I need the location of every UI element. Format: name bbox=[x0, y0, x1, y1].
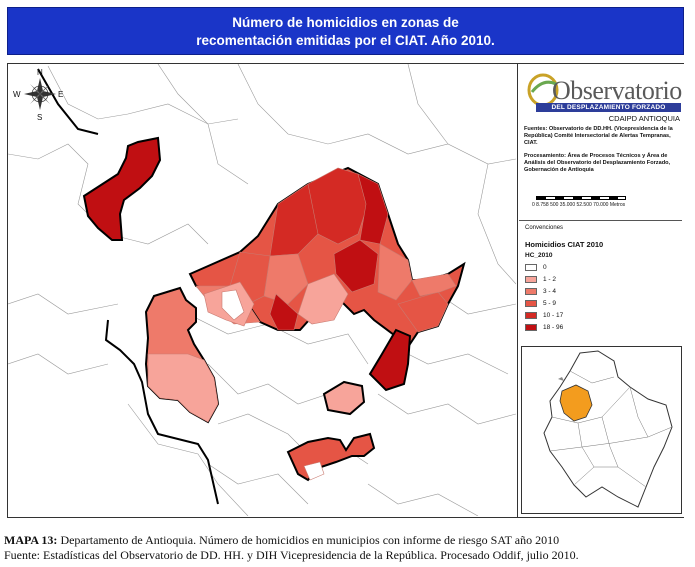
legend-label: 5 - 9 bbox=[543, 300, 557, 307]
legend-swatch bbox=[525, 276, 537, 283]
credits-procesamiento: Procesamiento: Área de Procesos Técnicos… bbox=[524, 153, 671, 173]
scale-unit: Metros bbox=[609, 202, 626, 208]
inset-internal-boundaries bbox=[549, 370, 673, 488]
legend-label: 0 bbox=[543, 264, 547, 271]
legend-swatch bbox=[525, 300, 537, 307]
scale-label: 0 8.758 500 35.000 52.500 70.000 Metros bbox=[532, 202, 625, 208]
scale-bar: 0 8.758 500 35.000 52.500 70.000 Metros bbox=[528, 192, 668, 212]
colombia-inset-svg bbox=[543, 350, 673, 508]
legend-label: 1 - 2 bbox=[543, 276, 557, 283]
map-credits: Fuentes: Observatorio de DD.HH. (Vicepre… bbox=[524, 126, 682, 180]
compass-west-label: W bbox=[13, 90, 21, 99]
compass-south-label: S bbox=[37, 113, 42, 122]
region-uraba bbox=[82, 136, 162, 241]
antioquia-highlight bbox=[559, 384, 593, 422]
colombia-inset-map bbox=[521, 346, 682, 514]
colombia-outline bbox=[543, 350, 673, 508]
observatorio-logo: Observatorio DEL DESPLAZAMIENTO FORZADO … bbox=[522, 68, 684, 123]
map-caption: MAPA 13: Departamento de Antioquia. Núme… bbox=[4, 533, 694, 563]
legend-swatch bbox=[525, 324, 537, 331]
legend-label: 10 - 17 bbox=[543, 312, 564, 319]
legend-swatch bbox=[525, 288, 537, 295]
region-south-center bbox=[322, 380, 366, 416]
caption-line-1: MAPA 13: Departamento de Antioquia. Núme… bbox=[4, 533, 694, 548]
legend-swatch bbox=[525, 312, 537, 319]
compass-rose: N S E W bbox=[13, 68, 63, 122]
map-title-banner: Número de homicidios en zonas de recomen… bbox=[7, 7, 684, 55]
department-outline bbox=[37, 68, 219, 505]
legend: Convenciones Homicidios CIAT 2010 HC_201… bbox=[519, 220, 682, 341]
credits-fuentes: Fuentes: Observatorio de DD.HH. (Vicepre… bbox=[524, 126, 673, 146]
antioquia-map: N S E W bbox=[8, 64, 516, 516]
logo-banner: DEL DESPLAZAMIENTO FORZADO bbox=[536, 103, 681, 112]
legend-label: 3 - 4 bbox=[543, 288, 557, 295]
logo-name: Observatorio bbox=[552, 76, 682, 105]
legend-swatch bbox=[525, 264, 537, 271]
map-title-line-1: Número de homicidios en zonas de bbox=[232, 15, 459, 30]
legend-item: 1 - 2 bbox=[525, 275, 556, 284]
map-title-line-2: recomentación emitidas por el CIAT. Año … bbox=[196, 33, 495, 48]
compass-east-label: E bbox=[58, 90, 63, 99]
scale-bar-graphic bbox=[536, 196, 626, 200]
subregions-west bbox=[147, 281, 255, 423]
legend-header: Convenciones bbox=[525, 225, 564, 231]
logo-subtitle: CDAIPD ANTIOQUIA bbox=[608, 114, 680, 123]
legend-item: 0 bbox=[525, 263, 547, 272]
region-south bbox=[286, 432, 376, 482]
caption-line-2: Fuente: Estadísticas del Observatorio de… bbox=[4, 548, 579, 562]
region-east-strip bbox=[368, 328, 412, 392]
legend-item: 10 - 17 bbox=[525, 311, 563, 320]
legend-field: HC_2010 bbox=[525, 252, 553, 259]
compass-north-label: N bbox=[37, 68, 43, 77]
caption-description: Departamento de Antioquia. Número de hom… bbox=[57, 533, 560, 547]
scale-values: 0 8.758 500 35.000 52.500 70.000 bbox=[532, 202, 609, 208]
legend-item: 3 - 4 bbox=[525, 287, 556, 296]
legend-item: 18 - 96 bbox=[525, 323, 563, 332]
coast-islands bbox=[558, 377, 564, 381]
legend-title: Homicidios CIAT 2010 bbox=[525, 240, 604, 249]
legend-label: 18 - 96 bbox=[543, 324, 564, 331]
legend-item: 5 - 9 bbox=[525, 299, 556, 308]
subregion-south-light bbox=[303, 461, 325, 481]
caption-label: MAPA 13: bbox=[4, 533, 58, 547]
